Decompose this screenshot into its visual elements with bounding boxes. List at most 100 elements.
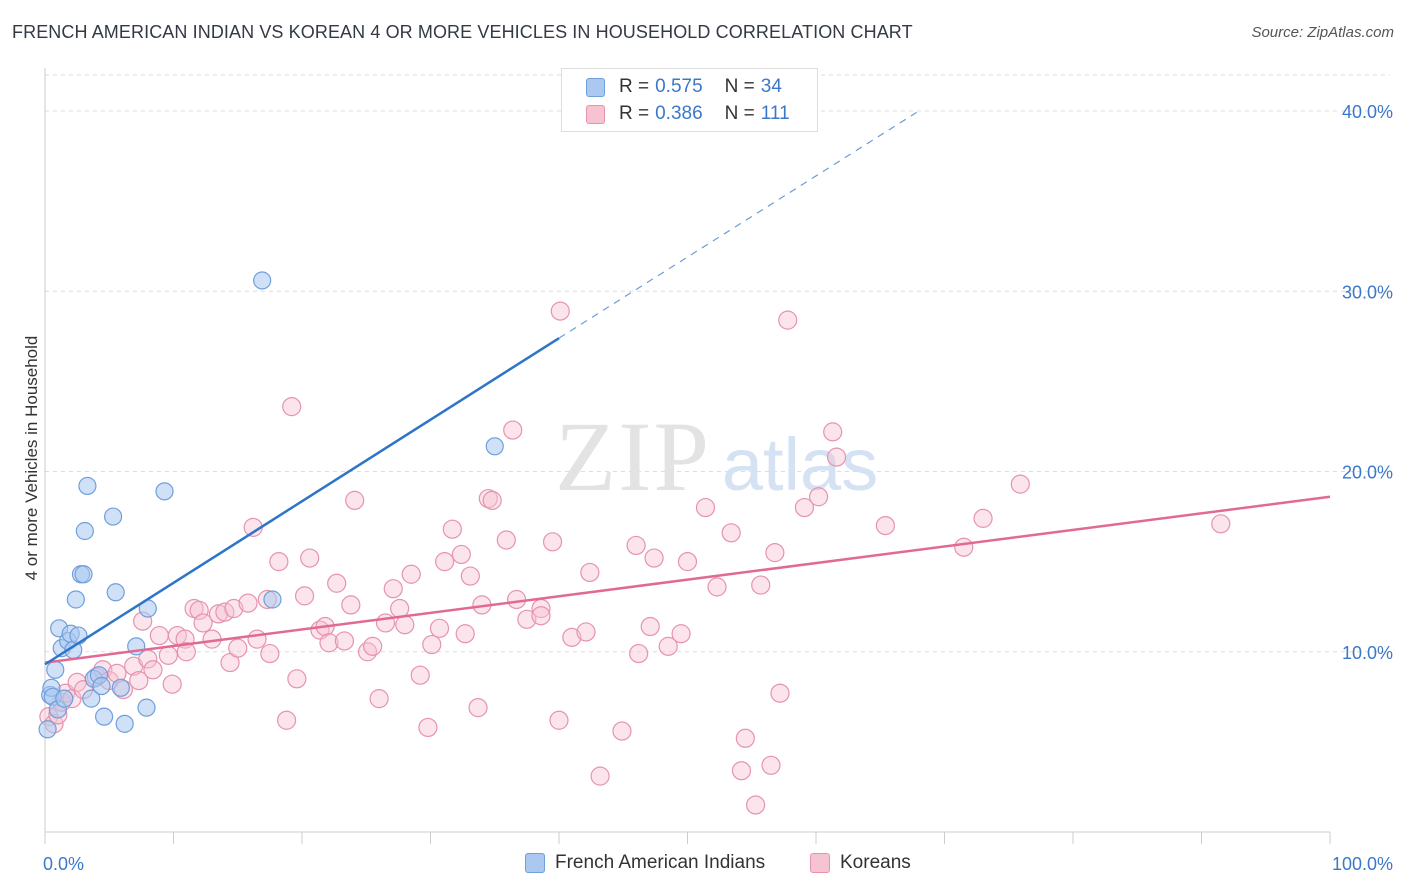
bottom-legend-swatch-blue (525, 853, 545, 873)
axes (44, 68, 1331, 844)
legend-r-value: 0.386 (655, 103, 703, 124)
data-point-korean (345, 490, 365, 510)
data-point-korean (158, 645, 178, 665)
data-point-french-american-indian (137, 698, 156, 717)
data-point-french-american-indian (106, 583, 125, 602)
data-point-korean (580, 562, 600, 583)
data-point-french-american-indian (92, 676, 111, 696)
data-point-french-american-indian (485, 437, 504, 456)
grid-lines (45, 74, 1390, 653)
x-tick-label-max: 100.0% (1332, 854, 1393, 874)
data-point-korean (149, 625, 169, 646)
data-point-french-american-indian (66, 590, 85, 609)
data-point-korean (954, 537, 974, 557)
data-point-korean (549, 710, 569, 730)
data-point-korean (410, 665, 430, 685)
legend-row-koreans: R = 0.386 N = 111 (586, 102, 790, 126)
data-point-korean (482, 490, 502, 510)
data-point-korean (658, 636, 678, 656)
data-point-korean (129, 670, 149, 691)
bottom-legend-french-american-indians: French American Indians (525, 852, 765, 874)
data-point-french-american-indian (74, 565, 93, 584)
tick-labels: 10.0% 20.0% 30.0% 40.0% 0.0% 100.0% (43, 102, 1393, 874)
data-point-korean (644, 548, 664, 568)
data-point-french-american-indian (111, 678, 130, 697)
data-point-korean (282, 397, 302, 417)
data-point-french-american-indian (46, 660, 65, 679)
data-point-korean (731, 761, 752, 781)
data-point-korean (383, 579, 403, 599)
data-point-korean (640, 616, 660, 637)
data-point-korean (319, 633, 339, 653)
data-point-korean (778, 310, 798, 330)
data-point-korean (451, 544, 471, 565)
trendline-french-american-indians-extension (558, 110, 920, 339)
legend-n-value: 34 (760, 76, 782, 97)
data-point-korean (770, 683, 790, 703)
correlation-legend: R = 0.575 N = 34 R = 0.386 N = 111 (561, 68, 818, 132)
y-tick-label: 20.0% (1342, 463, 1393, 483)
data-point-korean (496, 530, 516, 550)
data-point-french-american-indian (69, 626, 88, 645)
data-point-korean (823, 422, 843, 442)
data-point-korean (143, 660, 163, 680)
legend-r-label: R = (619, 103, 650, 124)
data-point-korean (550, 301, 570, 321)
data-point-korean (418, 717, 438, 738)
data-point-korean (176, 642, 196, 662)
data-point-korean (300, 548, 320, 568)
data-point-korean (746, 795, 766, 815)
trendline-french-american-indians (44, 337, 560, 666)
data-point-korean (735, 728, 755, 748)
data-point-korean (269, 552, 289, 572)
data-point-korean (395, 615, 415, 635)
data-point-french-american-indian (155, 482, 174, 501)
data-point-korean (503, 420, 523, 440)
data-point-korean (612, 721, 632, 741)
data-point-korean (629, 643, 649, 664)
data-point-korean (363, 636, 383, 656)
data-point-french-american-indian (82, 689, 101, 708)
source-label: Source: ZipAtlas.com (1251, 24, 1394, 41)
data-point-korean (228, 638, 248, 658)
data-point-korean (287, 669, 307, 689)
data-point-korean (468, 698, 488, 718)
data-point-korean (422, 634, 442, 655)
data-point-korean (794, 497, 815, 518)
data-point-korean (751, 575, 771, 595)
bottom-legend-label: French American Indians (555, 852, 766, 873)
legend-row-french-american-indians: R = 0.575 N = 34 (586, 75, 782, 99)
data-point-korean (875, 515, 895, 536)
y-tick-label: 40.0% (1342, 102, 1393, 122)
data-point-korean (341, 595, 361, 615)
legend-r-value: 0.575 (655, 76, 703, 97)
data-point-korean (808, 487, 829, 507)
data-point-korean (162, 674, 182, 694)
legend-swatch-pink (586, 104, 605, 124)
data-point-korean (276, 710, 297, 730)
y-tick-label: 30.0% (1342, 282, 1393, 302)
data-point-korean (765, 543, 785, 563)
series-koreans-points (39, 301, 1231, 815)
data-point-korean (247, 629, 267, 649)
data-point-korean (721, 523, 741, 543)
bottom-legend-koreans: Koreans (810, 852, 911, 874)
data-point-korean (294, 586, 315, 606)
data-point-french-american-indian (75, 521, 94, 541)
data-point-korean (707, 577, 727, 597)
data-point-korean (435, 552, 455, 572)
data-point-french-american-indian (253, 271, 272, 290)
legend-swatch-blue (586, 77, 605, 97)
data-point-korean (357, 642, 378, 662)
watermark-atlas: atlas (722, 423, 878, 506)
data-point-french-american-indian (115, 714, 134, 733)
data-point-korean (626, 535, 646, 556)
data-point-korean (193, 613, 213, 633)
data-point-korean (826, 447, 847, 467)
data-point-korean (576, 622, 596, 642)
data-point-korean (429, 618, 450, 638)
data-point-korean (1010, 474, 1030, 494)
series-french-american-indians-points (38, 271, 504, 739)
data-point-korean (224, 598, 244, 619)
